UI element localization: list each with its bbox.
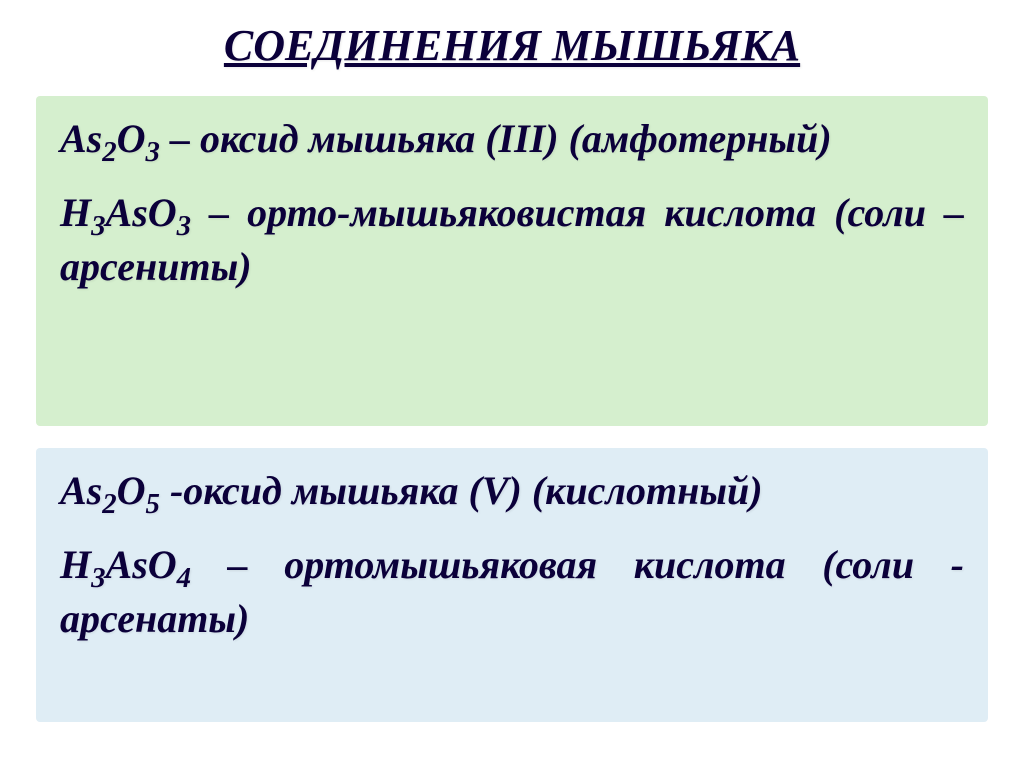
formula-h3aso4: H3AsO4 xyxy=(60,542,228,587)
dash: – xyxy=(170,116,200,161)
formula-part: AsO xyxy=(106,190,177,235)
formula-as2o5: As2O5 xyxy=(60,468,170,513)
formula-h3aso3: H3AsO3 xyxy=(60,190,209,235)
green-line-1: As2O3 – оксид мышьяка (III) (амфотерный) xyxy=(60,112,964,166)
formula-sub: 3 xyxy=(91,562,105,594)
formula-part: H xyxy=(60,542,91,587)
dash: – xyxy=(209,190,247,235)
formula-sub: 3 xyxy=(91,210,105,242)
formula-sub: 2 xyxy=(102,136,116,168)
compound-description: оксид мышьяка (III) (амфотерный) xyxy=(200,116,832,161)
formula-sub: 5 xyxy=(146,488,160,520)
formula-part: H xyxy=(60,190,91,235)
formula-part: O xyxy=(117,116,146,161)
formula-sub: 3 xyxy=(146,136,160,168)
blue-panel: As2O5 -оксид мышьяка (V) (кислотный) H3A… xyxy=(36,448,988,722)
dash: - xyxy=(170,468,183,513)
formula-as2o3: As2O3 xyxy=(60,116,170,161)
formula-part: As xyxy=(60,116,102,161)
formula-sub: 2 xyxy=(102,488,116,520)
dash: – xyxy=(228,542,285,587)
green-panel: As2O3 – оксид мышьяка (III) (амфотерный)… xyxy=(36,96,988,426)
green-line-2: H3AsO3 – орто-мышьяковистая кислота (сол… xyxy=(60,186,964,294)
slide-title: СОЕДИНЕНИЯ МЫШЬЯКА xyxy=(0,20,1024,71)
formula-sub: 3 xyxy=(177,210,191,242)
compound-description: оксид мышьяка (V) (кислотный) xyxy=(183,468,762,513)
formula-part: O xyxy=(117,468,146,513)
blue-line-1: As2O5 -оксид мышьяка (V) (кислотный) xyxy=(60,464,964,518)
blue-line-2: H3AsO4 – ортомышьяковая кислота (соли - … xyxy=(60,538,964,646)
formula-sub: 4 xyxy=(177,562,191,594)
slide: СОЕДИНЕНИЯ МЫШЬЯКА As2O3 – оксид мышьяка… xyxy=(0,0,1024,768)
formula-part: AsO xyxy=(106,542,177,587)
formula-part: As xyxy=(60,468,102,513)
